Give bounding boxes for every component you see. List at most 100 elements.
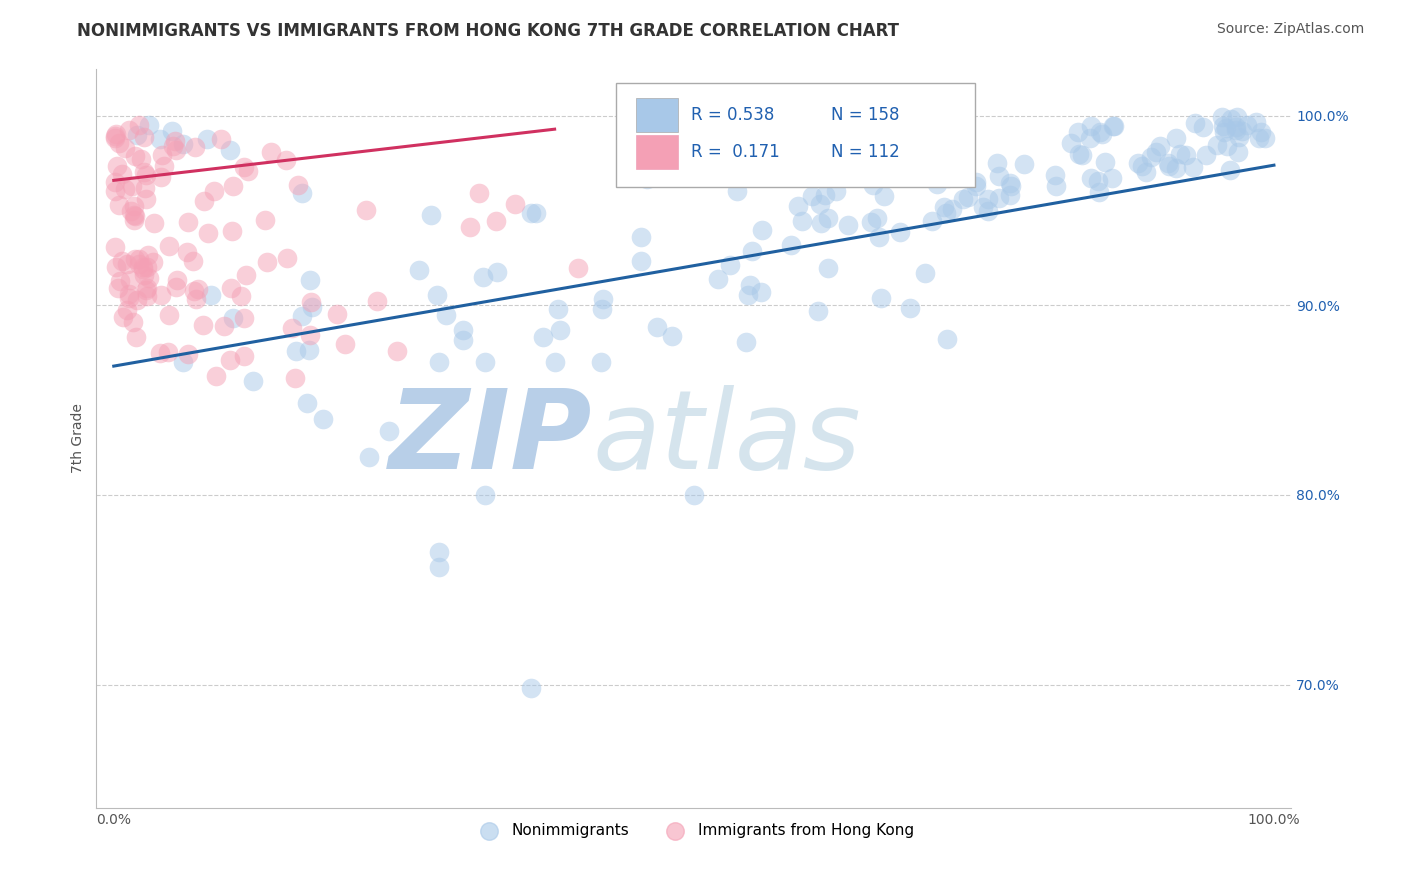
Point bbox=[290, 309, 312, 323]
Point bbox=[104, 130, 127, 145]
Point bbox=[122, 208, 145, 222]
Point bbox=[862, 178, 884, 192]
Point bbox=[184, 140, 207, 154]
Point bbox=[253, 213, 276, 227]
Point bbox=[311, 412, 333, 426]
Point bbox=[814, 188, 837, 202]
Point bbox=[531, 329, 554, 343]
Point bbox=[118, 287, 141, 301]
Point bbox=[1070, 148, 1092, 162]
Point bbox=[326, 307, 349, 321]
Point bbox=[936, 171, 959, 186]
Point bbox=[187, 282, 209, 296]
Point bbox=[567, 261, 589, 276]
Point bbox=[233, 350, 256, 364]
Point bbox=[921, 214, 943, 228]
Point bbox=[197, 226, 219, 240]
Point bbox=[104, 175, 127, 189]
Point bbox=[1000, 179, 1022, 194]
Point bbox=[427, 545, 450, 559]
Point bbox=[209, 132, 232, 146]
Point bbox=[134, 181, 156, 195]
Point bbox=[1080, 170, 1102, 185]
Point bbox=[751, 223, 773, 237]
Point bbox=[468, 186, 491, 201]
Point bbox=[837, 219, 859, 233]
Point bbox=[1249, 131, 1271, 145]
Point bbox=[952, 192, 974, 206]
Point bbox=[998, 187, 1021, 202]
Point bbox=[1140, 150, 1163, 164]
Point bbox=[122, 315, 145, 329]
Point bbox=[451, 333, 474, 347]
Point bbox=[976, 192, 998, 206]
Point bbox=[1087, 174, 1109, 188]
Point bbox=[221, 178, 243, 193]
Point bbox=[385, 344, 408, 359]
Point bbox=[135, 260, 157, 275]
Point bbox=[299, 328, 322, 343]
Point bbox=[741, 244, 763, 259]
Text: R = 0.538: R = 0.538 bbox=[692, 106, 775, 124]
Point bbox=[124, 209, 146, 223]
Point bbox=[998, 177, 1021, 191]
Text: Source: ZipAtlas.com: Source: ZipAtlas.com bbox=[1216, 22, 1364, 37]
Point bbox=[291, 186, 314, 201]
Point bbox=[104, 128, 127, 143]
Point bbox=[592, 292, 614, 306]
Point bbox=[485, 214, 508, 228]
Point bbox=[725, 184, 748, 198]
Point bbox=[1164, 161, 1187, 175]
Point bbox=[193, 318, 215, 332]
Point bbox=[936, 332, 959, 346]
Point bbox=[132, 262, 155, 277]
Point bbox=[1219, 162, 1241, 177]
Point bbox=[1216, 139, 1239, 153]
Point bbox=[589, 355, 612, 369]
Point bbox=[956, 189, 979, 203]
Point bbox=[817, 260, 839, 275]
Text: NONIMMIGRANTS VS IMMIGRANTS FROM HONG KONG 7TH GRADE CORRELATION CHART: NONIMMIGRANTS VS IMMIGRANTS FROM HONG KO… bbox=[77, 22, 900, 40]
Point bbox=[458, 220, 481, 235]
Point bbox=[451, 323, 474, 337]
Point bbox=[153, 159, 176, 173]
Point bbox=[548, 323, 571, 337]
Point bbox=[1195, 148, 1218, 162]
Point bbox=[1225, 120, 1247, 134]
Point bbox=[427, 560, 450, 574]
Point bbox=[976, 204, 998, 219]
Point bbox=[222, 310, 245, 325]
Point bbox=[115, 303, 138, 318]
Point bbox=[183, 284, 205, 298]
Point bbox=[630, 253, 652, 268]
Point bbox=[108, 274, 131, 288]
Text: ZIP: ZIP bbox=[389, 384, 592, 491]
Point bbox=[281, 321, 304, 335]
FancyBboxPatch shape bbox=[616, 83, 974, 186]
Point bbox=[284, 344, 307, 359]
Point bbox=[419, 208, 441, 222]
Point bbox=[105, 260, 128, 274]
Point bbox=[808, 196, 831, 211]
Point bbox=[256, 255, 278, 269]
Point bbox=[138, 119, 160, 133]
Point bbox=[378, 424, 401, 438]
Point bbox=[142, 216, 165, 230]
Point bbox=[104, 127, 127, 141]
Point bbox=[366, 293, 388, 308]
Point bbox=[735, 335, 758, 350]
Point bbox=[104, 240, 127, 254]
Point bbox=[114, 141, 136, 155]
Point bbox=[1080, 119, 1102, 133]
Point bbox=[965, 175, 987, 189]
Point bbox=[172, 137, 194, 152]
Point bbox=[105, 160, 128, 174]
Point bbox=[149, 287, 172, 301]
Point bbox=[1101, 171, 1123, 186]
Point bbox=[1230, 123, 1253, 137]
Point bbox=[547, 302, 569, 317]
Point bbox=[1045, 179, 1067, 194]
Point bbox=[630, 229, 652, 244]
Point bbox=[235, 268, 257, 282]
Point bbox=[176, 245, 198, 260]
